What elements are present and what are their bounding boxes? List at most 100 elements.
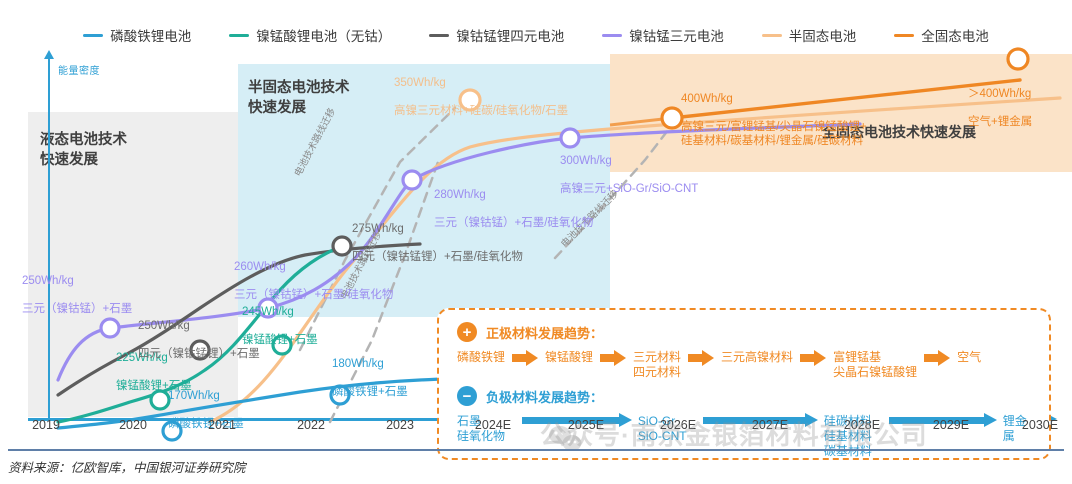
cathode-step-5: 空气 [957, 350, 982, 364]
migration-path-1 [298, 106, 457, 352]
xtick-2023: 2023 [386, 418, 414, 432]
xtick-2024E: 2024E [474, 418, 512, 432]
legend-label-lnmo: 镍锰酸锂电池（无钴） [256, 29, 392, 44]
legend-swatch-lfp [83, 33, 104, 37]
legend-swatch-lnmo [229, 33, 250, 37]
marker-quaternary-275 [331, 235, 353, 257]
label-quaternary-275-value: 275Wh/kg [352, 223, 404, 235]
anode-step-1: SiO-Gr SiO-CNT [637, 414, 687, 443]
legend-item-ncm: 镍钴锰三元电池 [602, 25, 724, 45]
label-ncm-280: 280Wh/kg 三元（镍钴锰）+石墨/硅氧化物 [434, 174, 593, 230]
legend-label-allsolid: 全固态电池 [921, 29, 989, 44]
legend-item-lnmo: 镍锰酸锂电池（无钴） [229, 25, 391, 45]
label-lfp-180-value: 180Wh/kg [332, 358, 384, 370]
label-ncm-300-value: 300Wh/kg [560, 155, 612, 167]
legend-label-semisolid: 半固态电池 [788, 29, 857, 44]
xtick-2022: 2022 [297, 418, 325, 432]
label-lfp-170-value: 170Wh/kg [168, 390, 220, 402]
label-ncm-300-material: 高镍三元+SiO-Gr/SiO-CNT [560, 183, 699, 195]
cathode-trend-row: 磷酸铁锂 镍锰酸锂 三元材料 四元材料 三元高镍材料 富锂锰基 尖晶石镍锰酸锂 … [457, 350, 1037, 380]
label-quaternary-275-material: 四元（镍钴锰锂）+石墨/硅氧化物 [352, 251, 523, 263]
xtick-2027E: 2027E [751, 418, 789, 432]
legend-label-ncma: 镍钴锰锂四元电池 [456, 29, 565, 44]
arrow-right-icon-a1 [702, 413, 818, 427]
migration-path-3 [553, 123, 674, 260]
band-label-liquid: 液态电池技术 快速发展 [40, 132, 127, 168]
label-allsolid-400-value: 400Wh/kg [681, 93, 733, 105]
legend-swatch-ncma [429, 33, 450, 37]
y-axis-title: 能量密度 [58, 66, 100, 77]
xtick-2026E: 2026E [659, 418, 697, 432]
source-note: 资料来源：亿欧智库，中国银河证券研究院 [8, 461, 246, 475]
legend-swatch-semisolid [761, 33, 782, 37]
label-allsolid-400: 400Wh/kg 高镍三元/富锂锰基/尖晶石镍锰酸锂+ 硅基材料/碳基材料/锂金… [681, 78, 867, 148]
label-semisolid-350-value: 350Wh/kg [394, 77, 446, 89]
anode-step-3: 锂金属 [1002, 414, 1027, 443]
cathode-step-0: 磷酸铁锂 [457, 350, 506, 364]
xtick-2025E: 2025E [567, 418, 605, 432]
band-semisolid-era [238, 64, 610, 317]
footer-divider [8, 449, 1064, 451]
label-quaternary-250-material: 四元（镍钴锰锂）+石墨 [138, 348, 260, 360]
data-point-markers [99, 47, 1030, 442]
plot-area: 液态电池技术 快速发展 半固态电池技术 快速发展 全固态电池技术快速发展 能量密… [0, 47, 1072, 460]
marker-allsolid-400plus [1006, 47, 1030, 71]
anode-step-2: 硅碳材料 硅基材料 碳基材料 [823, 414, 872, 458]
label-ncm-260-value: 260Wh/kg [234, 261, 286, 273]
label-ncm-300: 300Wh/kg 高镍三元+SiO-Gr/SiO-CNT [560, 140, 698, 196]
cathode-trend-header: + 正极材料发展趋势： [457, 322, 603, 342]
label-lfp-180-material: 磷酸铁锂+石墨 [332, 386, 408, 398]
migration-path-2 [328, 160, 440, 424]
arrow-right-icon-c1 [600, 350, 627, 366]
xtick-2029E: 2029E [932, 418, 970, 432]
marker-semisolid-350 [458, 88, 482, 112]
migration-dashed-lines [298, 106, 674, 424]
label-allsolid-400plus-value: ＞400Wh/kg [968, 88, 1032, 100]
label-lnmo-245-value: 245Wh/kg [242, 306, 294, 318]
legend-item-ncma: 镍钴锰锂四元电池 [429, 25, 564, 45]
label-allsolid-400plus-material: 空气+锂金属 [968, 116, 1033, 128]
marker-quaternary-250 [189, 339, 211, 361]
label-lnmo-225-material: 镍锰酸锂+石墨 [116, 380, 192, 392]
marker-allsolid-400 [660, 106, 684, 130]
label-ncm-250-material: 三元（镍钴锰）+石墨 [22, 303, 133, 315]
arrow-right-icon-c3 [800, 350, 827, 366]
curve-allsolid [670, 78, 1022, 120]
cathode-trend-title: 正极材料发展趋势： [486, 325, 604, 341]
anode-trend-header: − 负极材料发展趋势： [457, 386, 603, 406]
band-label-allsolid: 全固态电池技术快速发展 [822, 124, 976, 140]
cathode-step-2: 三元材料 四元材料 [633, 350, 682, 379]
label-ncm-280-value: 280Wh/kg [434, 189, 486, 201]
label-lnmo-225-value: 225Wh/kg [116, 352, 168, 364]
xtick-2021: 2021 [208, 418, 236, 432]
label-ncm-260: 260Wh/kg 三元（镍钴锰）+石墨/硅氧化物 [234, 246, 393, 302]
label-lfp-170-material: 磷酸铁锂+石墨 [168, 418, 244, 430]
curve-ncm-ternary [56, 122, 862, 382]
xtick-2028E: 2028E [843, 418, 881, 432]
legend-label-lfp: 磷酸铁锂电池 [110, 29, 192, 44]
marker-lfp-170 [161, 420, 183, 442]
wechat-watermark-icon [549, 426, 582, 451]
label-allsolid-400-material: 高镍三元/富锂锰基/尖晶石镍锰酸锂+ 硅基材料/碳基材料/锂金属/硅碳材料 [681, 121, 867, 147]
anode-trend-row: 石墨 硅氧化物 SiO-Gr SiO-CNT 硅碳材料 硅基材料 碳基材料 锂金… [457, 413, 1037, 459]
legend-item-lfp: 磷酸铁锂电池 [83, 25, 191, 45]
chart-legend: 磷酸铁锂电池 镍锰酸锂电池（无钴） 镍钴锰锂四元电池 镍钴锰三元电池 半固态电池… [0, 22, 1072, 48]
marker-ncm-250 [99, 317, 121, 339]
label-quaternary-250: 250Wh/kg 四元（镍钴锰锂）+石墨 [138, 305, 260, 361]
label-quaternary-250-value: 250Wh/kg [138, 320, 190, 332]
legend-item-allsolid: 全固态电池 [894, 25, 989, 45]
marker-lnmo-245 [271, 334, 293, 356]
marker-lnmo-225 [149, 389, 171, 411]
x-axis-tick-labels: 2019 2020 2021 2022 2023 2024E 2025E 202… [0, 418, 1072, 436]
arrow-right-icon-a0 [521, 413, 632, 427]
legend-label-ncm: 镍钴锰三元电池 [629, 29, 724, 44]
label-lfp-170: 170Wh/kg 磷酸铁锂+石墨 [168, 375, 244, 431]
xtick-2030E: 2030E [1021, 418, 1059, 432]
label-quaternary-275: 275Wh/kg 四元（镍钴锰锂）+石墨/硅氧化物 [352, 208, 523, 264]
label-lnmo-225: 225Wh/kg 镍锰酸锂+石墨 [116, 337, 192, 393]
cathode-step-4: 富锂锰基 尖晶石镍锰酸锂 [833, 350, 918, 379]
watermark-text: 公众号·南京金银箔材料有限公司 [540, 420, 928, 450]
material-trend-box: + 正极材料发展趋势： 磷酸铁锂 镍锰酸锂 三元材料 四元材料 三元高镍材料 富… [437, 308, 1051, 460]
curve-layer [56, 47, 1062, 442]
